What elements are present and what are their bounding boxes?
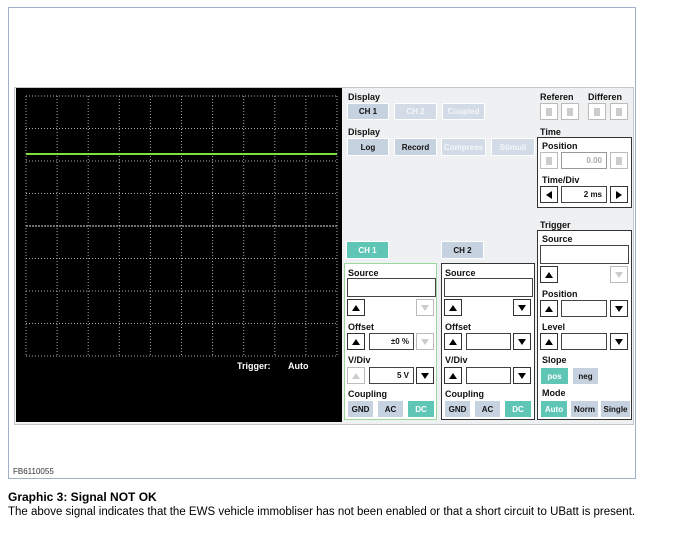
section-label: Differen: [588, 92, 623, 102]
arrow-button[interactable]: [347, 299, 365, 316]
input-field[interactable]: [466, 367, 511, 384]
arrow-button[interactable]: [444, 367, 462, 384]
arrow-button[interactable]: [513, 299, 531, 316]
arrow-button: [540, 152, 558, 169]
arrow-button[interactable]: [444, 333, 462, 350]
button[interactable]: CH 2: [441, 241, 484, 259]
arrow-button[interactable]: [513, 333, 531, 350]
input-field[interactable]: [561, 333, 607, 350]
scope-grid: [25, 95, 338, 357]
input-field[interactable]: [347, 278, 436, 297]
field-label: Offset: [348, 322, 375, 332]
input-field[interactable]: 2 ms: [561, 186, 607, 203]
section-label: Display: [348, 92, 381, 102]
input-field[interactable]: [561, 300, 607, 317]
button[interactable]: Log: [347, 138, 389, 156]
section-label: Referen: [540, 92, 574, 102]
oscilloscope-screen: [16, 88, 342, 422]
button[interactable]: GND: [347, 400, 374, 418]
button[interactable]: DC: [504, 400, 532, 418]
trigger-mode: Auto: [288, 361, 309, 371]
field-label: Source: [348, 268, 379, 278]
arrow-button: [610, 152, 628, 169]
input-field[interactable]: 5 V: [369, 367, 414, 384]
field-label: Position: [542, 141, 578, 151]
field-label: Offset: [445, 322, 472, 332]
arrow-button: [540, 103, 558, 120]
input-field[interactable]: ±0 %: [369, 333, 414, 350]
arrow-button: [416, 333, 434, 350]
button[interactable]: pos: [540, 367, 569, 385]
arrow-button[interactable]: [610, 300, 628, 317]
arrow-button[interactable]: [416, 367, 434, 384]
field-label: V/Div: [348, 355, 371, 365]
arrow-button[interactable]: [610, 333, 628, 350]
button[interactable]: Auto: [540, 400, 568, 418]
field-label: V/Div: [445, 355, 468, 365]
arrow-button: [561, 103, 579, 120]
arrow-button[interactable]: [540, 266, 558, 283]
button: Coupled: [442, 103, 485, 120]
arrow-button: [610, 103, 628, 120]
field-label: Position: [542, 289, 578, 299]
section-label: Time: [540, 127, 561, 137]
button[interactable]: Single: [600, 400, 631, 418]
input-field[interactable]: [444, 278, 533, 297]
button: Compress: [441, 138, 486, 156]
section-label: Display: [348, 127, 381, 137]
button[interactable]: Record: [394, 138, 437, 156]
arrow-button[interactable]: [347, 333, 365, 350]
field-label: Coupling: [445, 389, 484, 399]
arrow-button: [588, 103, 606, 120]
arrow-button[interactable]: [540, 186, 558, 203]
button[interactable]: Norm: [570, 400, 599, 418]
button: CH 2: [394, 103, 437, 120]
field-label: Time/Div: [542, 175, 580, 185]
figure-id: FB6110055: [13, 467, 54, 476]
arrow-button[interactable]: [540, 300, 558, 317]
section-label: Trigger: [540, 220, 571, 230]
arrow-button[interactable]: [540, 333, 558, 350]
arrow-button[interactable]: [610, 186, 628, 203]
trigger-label: Trigger:: [237, 361, 271, 371]
arrow-button: [416, 299, 434, 316]
input-field[interactable]: [466, 333, 511, 350]
arrow-button[interactable]: [444, 299, 462, 316]
arrow-button: [610, 266, 628, 283]
field-label: Slope: [542, 355, 567, 365]
field-label: Source: [542, 234, 573, 244]
arrow-button[interactable]: [513, 367, 531, 384]
button[interactable]: DC: [407, 400, 435, 418]
input-field[interactable]: [540, 245, 629, 264]
button[interactable]: AC: [474, 400, 501, 418]
input-field: 0.00: [561, 152, 607, 169]
field-label: Source: [445, 268, 476, 278]
arrow-button: [347, 367, 365, 384]
button[interactable]: CH 1: [347, 103, 389, 120]
caption-text: The above signal indicates that the EWS …: [8, 506, 636, 518]
caption-title: Graphic 3: Signal NOT OK: [8, 490, 157, 504]
button[interactable]: GND: [444, 400, 471, 418]
button: Stimuli: [491, 138, 535, 156]
button[interactable]: CH 1: [346, 241, 389, 259]
button[interactable]: neg: [572, 367, 599, 385]
button[interactable]: AC: [377, 400, 404, 418]
field-label: Level: [542, 322, 566, 332]
field-label: Mode: [542, 388, 566, 398]
field-label: Coupling: [348, 389, 387, 399]
frame: [8, 7, 636, 479]
